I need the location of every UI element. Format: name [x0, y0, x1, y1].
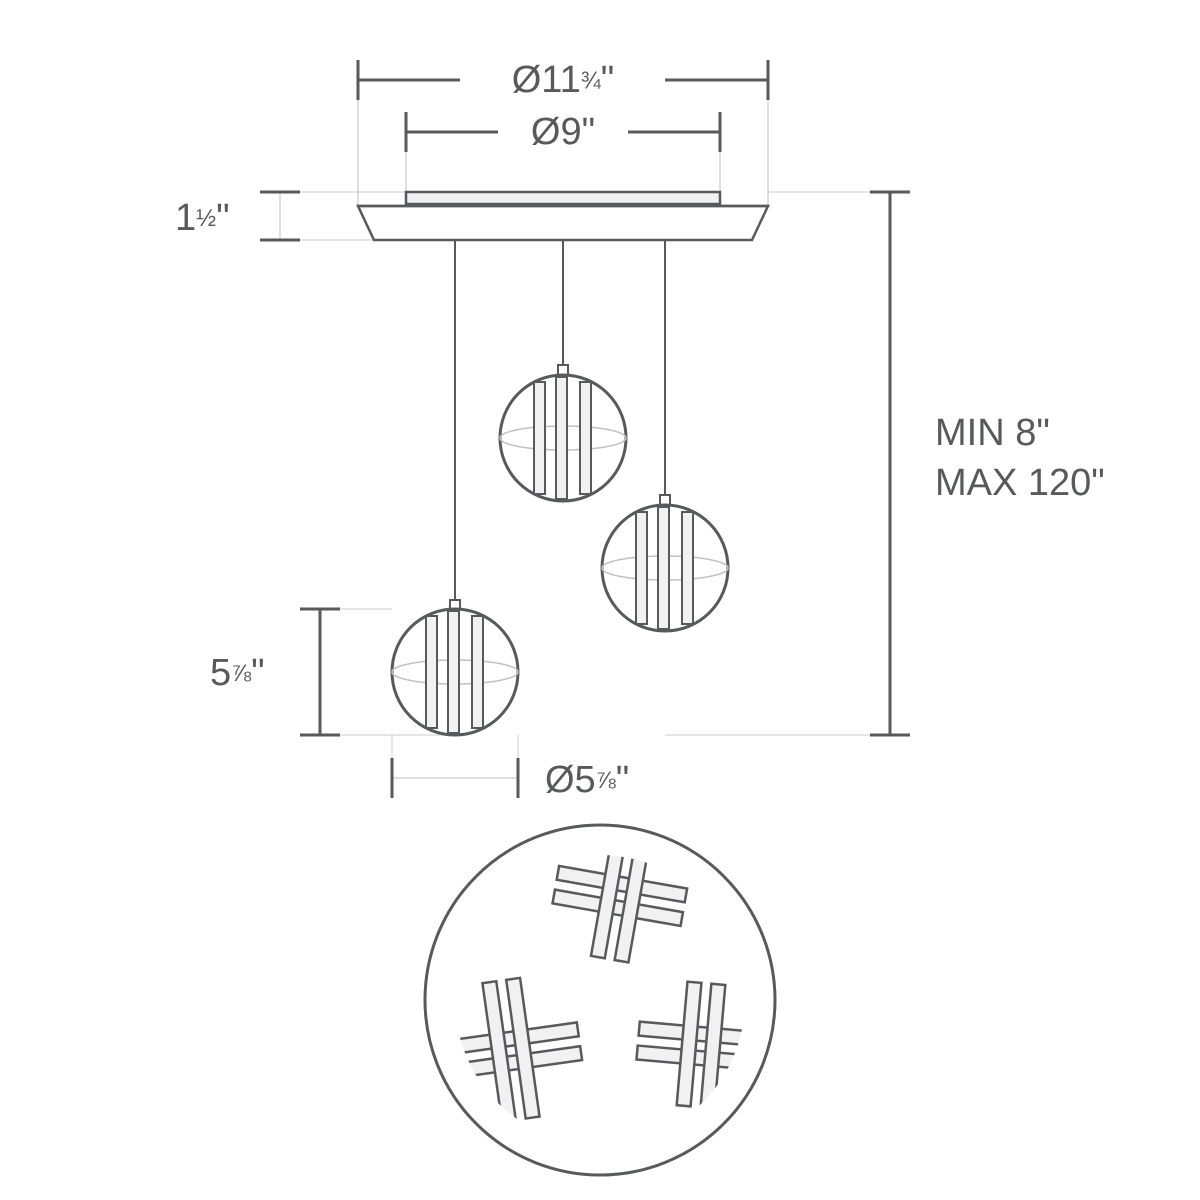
canopy-height-label: 1½" [175, 197, 230, 239]
plan-view [425, 820, 775, 1175]
canopy-outer-dia-label: Ø11¾" [512, 59, 615, 101]
canopy [358, 192, 768, 240]
pendant-left [392, 609, 518, 735]
dim-canopy-outer: Ø11¾" [358, 59, 768, 101]
dim-drop: MIN 8" MAX 120" [768, 192, 1105, 735]
pendant-center [500, 375, 626, 501]
pendant-right [602, 505, 728, 631]
dim-canopy-inner: Ø9" [406, 111, 720, 153]
pendant-dia-label: Ø5⅞" [545, 759, 629, 801]
dim-pendant-diameter: Ø5⅞" [392, 735, 629, 801]
drop-min-label: MIN 8" [935, 412, 1050, 454]
dimension-drawing: Ø11¾" Ø9" 1½" MIN 8" MAX 120 [0, 0, 1200, 1200]
pendant-height-label: 5⅞" [210, 652, 265, 694]
canopy-inner-dia-label: Ø9" [531, 111, 595, 153]
drop-max-label: MAX 120" [935, 462, 1105, 504]
